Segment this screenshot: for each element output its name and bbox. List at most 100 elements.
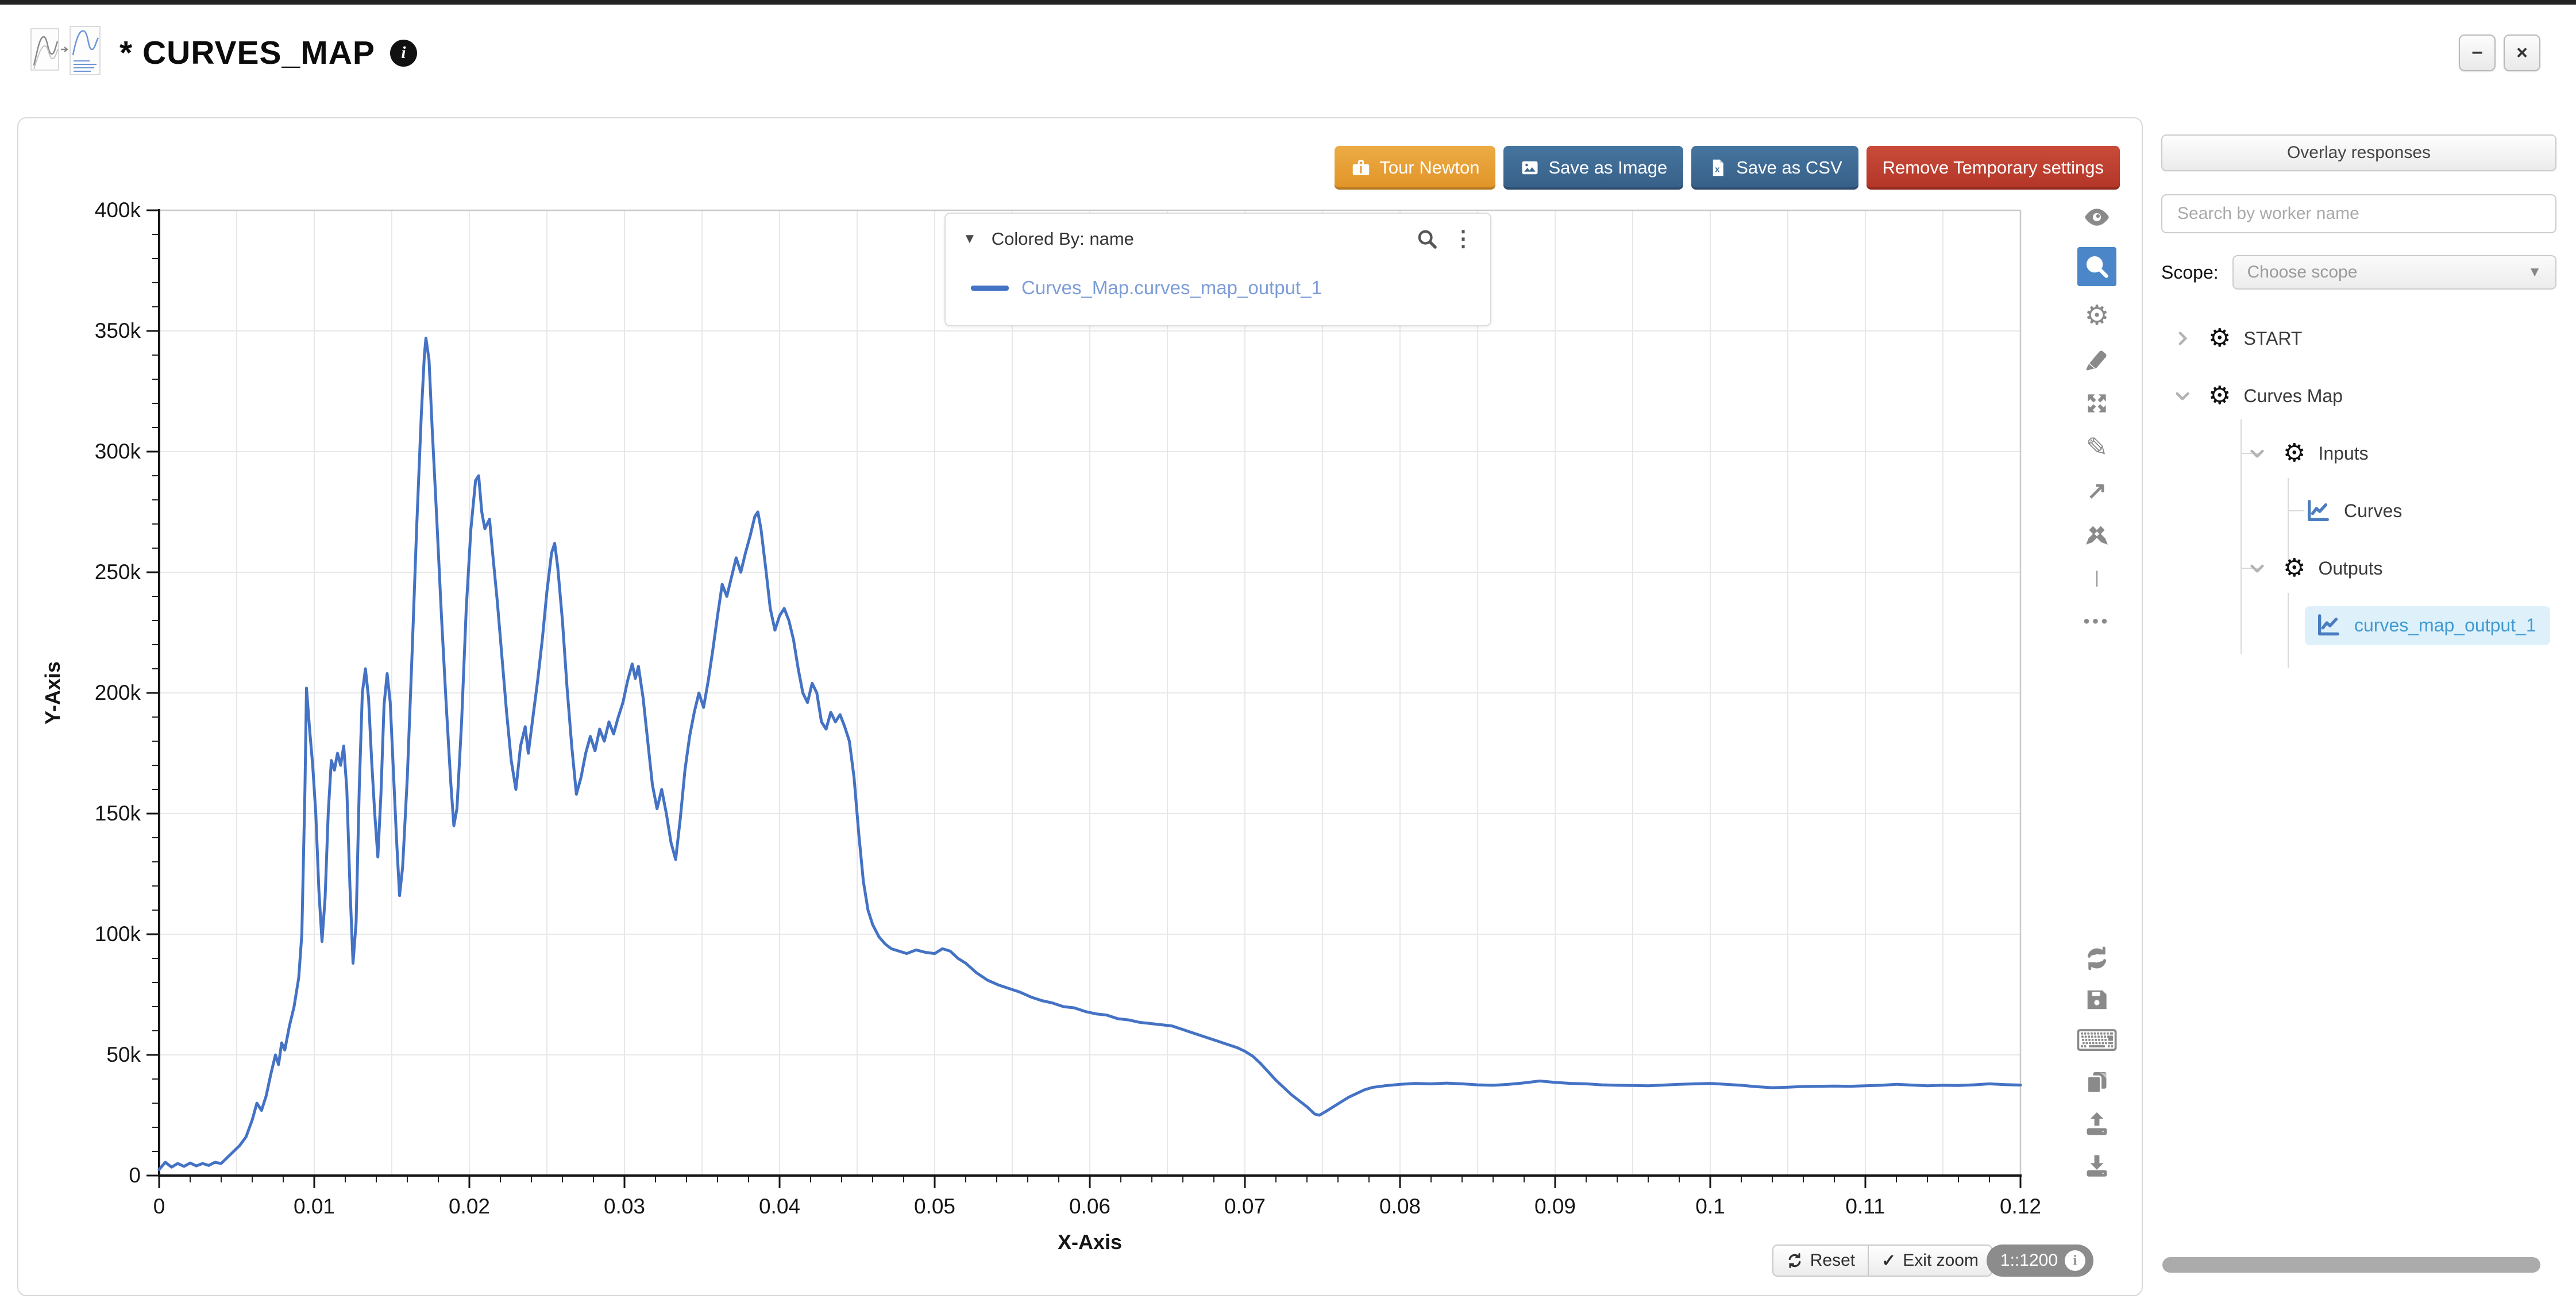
svg-text:50k: 50k (106, 1043, 141, 1066)
highlighter-icon[interactable] (2083, 346, 2111, 373)
reset-refresh-icon (1788, 1253, 1801, 1268)
settings-gear-icon[interactable]: ⚙ (2084, 300, 2110, 331)
tree-connector-line (2240, 453, 2258, 454)
tree-connector-line (2288, 510, 2304, 511)
save-icon[interactable] (2083, 986, 2111, 1014)
tour-newton-label: Tour Newton (1379, 157, 1480, 178)
app-logo-icon (30, 26, 101, 75)
tree-item-label: curves_map_output_1 (2354, 614, 2536, 635)
tour-newton-button[interactable]: Tour Newton (1335, 146, 1496, 190)
reset-button[interactable]: Reset (1772, 1244, 1869, 1277)
tree-item-label: Inputs (2318, 442, 2369, 464)
move-icon[interactable] (2083, 390, 2111, 417)
tree-item-curves-map-output-1[interactable]: curves_map_output_1 (2161, 606, 2556, 645)
chevron-down-icon[interactable] (2173, 386, 2192, 406)
plot-io-strip: ⌨ (2075, 945, 2119, 1179)
tree-item-inputs[interactable]: ⚙ Inputs (2161, 436, 2556, 471)
save-as-csv-button[interactable]: x Save as CSV (1691, 146, 1858, 190)
legend-collapse-caret[interactable]: ▼ (963, 231, 977, 246)
refresh-icon[interactable] (2083, 945, 2111, 972)
title-info-icon[interactable]: i (390, 39, 417, 67)
zoom-controls: Reset ✓ Exit zoom (1772, 1244, 1992, 1277)
copy-icon[interactable] (2083, 1069, 2111, 1096)
save-as-csv-label: Save as CSV (1736, 157, 1842, 178)
svg-text:350k: 350k (95, 319, 141, 342)
keyboard-icon[interactable]: ⌨ (2075, 1024, 2119, 1058)
svg-text:0.07: 0.07 (1224, 1195, 1266, 1218)
svg-text:0.05: 0.05 (914, 1195, 955, 1218)
remove-temporary-settings-button[interactable]: Remove Temporary settings (1866, 146, 2120, 190)
kebab-menu-icon[interactable]: ⋮ (1452, 227, 1474, 251)
tree-item-outputs[interactable]: ⚙ Outputs (2161, 550, 2556, 586)
svg-text:0.1: 0.1 (1695, 1195, 1725, 1218)
search-icon[interactable] (1416, 228, 1439, 251)
tree-item-label: Outputs (2318, 557, 2383, 579)
horizontal-scrollbar[interactable] (2162, 1257, 2540, 1273)
legend-series-item[interactable]: Curves_Map.curves_map_output_1 (971, 277, 1490, 299)
chart-panel: 0 0.01 0.02 0.03 0.04 0.05 0.06 0.07 0.08 0.09 0.1… (17, 117, 2143, 1296)
badge-info-icon[interactable]: i (2065, 1250, 2085, 1271)
tree-connector-line (2288, 593, 2289, 668)
tree-item-curves-map[interactable]: ⚙ Curves Map (2161, 378, 2556, 414)
ratio-badge: 1::1200 i (1986, 1244, 2093, 1277)
worker-search-input[interactable] (2161, 194, 2556, 233)
tree-item-label: Curves Map (2243, 385, 2343, 406)
svg-text:Y-Axis: Y-Axis (41, 661, 64, 725)
remove-temporary-settings-label: Remove Temporary settings (1882, 157, 2104, 178)
tree-connector-line (2288, 478, 2289, 564)
svg-text:400k: 400k (95, 198, 141, 222)
svg-text:0: 0 (153, 1195, 165, 1218)
svg-text:0.01: 0.01 (294, 1195, 335, 1218)
draw-tools-icon[interactable] (2083, 521, 2111, 548)
svg-text:0: 0 (129, 1163, 141, 1187)
zoom-in-icon[interactable] (2077, 247, 2116, 286)
chevron-down-icon[interactable] (2247, 444, 2267, 463)
scope-select[interactable]: Choose scope ▼ (2232, 255, 2556, 290)
pencil-icon[interactable]: ✎ (2085, 432, 2108, 462)
svg-text:0.03: 0.03 (604, 1195, 645, 1218)
svg-text:0.09: 0.09 (1534, 1195, 1576, 1218)
save-as-image-label: Save as Image (1548, 157, 1668, 178)
tree-item-curves[interactable]: Curves (2161, 493, 2556, 529)
sidebar: Overlay responses Scope: Choose scope ▼ … (2161, 134, 2556, 668)
separator: | (2095, 568, 2099, 587)
csv-file-icon: x (1713, 159, 1723, 176)
close-button[interactable]: × (2504, 34, 2540, 71)
exit-zoom-label: Exit zoom (1903, 1251, 1979, 1270)
chevron-right-icon[interactable] (2173, 329, 2192, 348)
line-chart[interactable]: 0 0.01 0.02 0.03 0.04 0.05 0.06 0.07 0.08 0.09 0.1… (18, 118, 2144, 1297)
legend-title: Colored By: name (991, 229, 1134, 249)
gear-icon: ⚙ (2208, 382, 2231, 410)
reset-label: Reset (1810, 1251, 1856, 1270)
svg-text:0.11: 0.11 (1845, 1195, 1885, 1218)
save-as-image-button[interactable]: Save as Image (1503, 146, 1684, 190)
open-external-icon[interactable]: ↗ (2087, 477, 2107, 504)
header: * CURVES_MAP i − × (0, 5, 2576, 101)
overlay-responses-button[interactable]: Overlay responses (2161, 134, 2556, 171)
eye-icon[interactable] (2083, 203, 2111, 231)
tree-item-start[interactable]: ⚙ START (2161, 321, 2556, 356)
svg-text:300k: 300k (95, 440, 141, 463)
chevron-down-icon: ▼ (2528, 264, 2542, 280)
svg-text:x: x (1715, 165, 1720, 175)
plot-tools-strip: ⚙ ✎ ↗ | ••• (2075, 203, 2119, 635)
svg-text:100k: 100k (95, 922, 141, 946)
check-icon: ✓ (1881, 1251, 1896, 1270)
exit-zoom-button[interactable]: ✓ Exit zoom (1869, 1244, 1992, 1277)
svg-text:200k: 200k (95, 681, 141, 704)
chevron-down-icon[interactable] (2247, 558, 2267, 578)
svg-text:150k: 150k (95, 802, 141, 825)
upload-icon[interactable] (2083, 1110, 2111, 1138)
window-controls: − × (2459, 34, 2540, 71)
chart-toolbar: Tour Newton Save as Image x Save as CSV … (1335, 146, 2120, 190)
scope-label: Scope: (2161, 261, 2219, 283)
svg-text:0.02: 0.02 (449, 1195, 490, 1218)
briefcase-icon (1353, 160, 1370, 175)
download-icon[interactable] (2083, 1151, 2111, 1179)
minimize-button[interactable]: − (2459, 34, 2496, 71)
more-options-icon[interactable]: ••• (2083, 612, 2111, 631)
tree-item-label: Curves (2344, 500, 2403, 521)
series-color-swatch (971, 285, 1009, 291)
svg-text:0.04: 0.04 (759, 1195, 800, 1218)
